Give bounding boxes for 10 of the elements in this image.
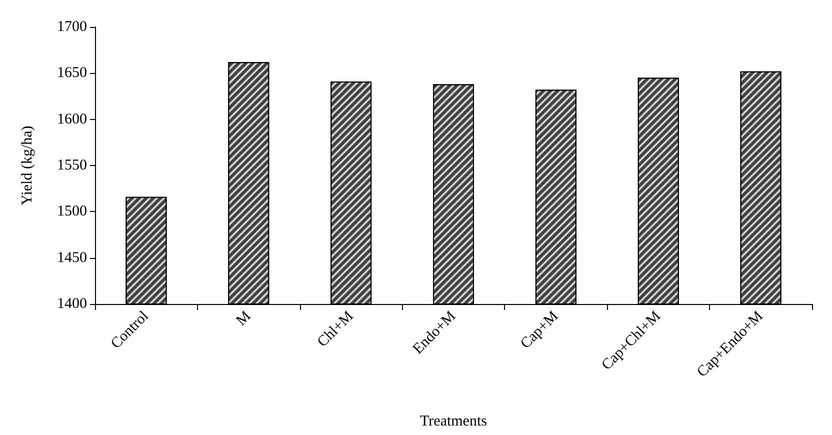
y-tick-label: 1450 — [57, 250, 87, 266]
y-tick-label: 1600 — [57, 111, 87, 128]
y-tick-label: 1700 — [57, 19, 87, 35]
y-axis-title: Yield (kg/ha) — [20, 126, 36, 206]
y-tick-label: 1500 — [57, 204, 87, 220]
y-tick-label: 1400 — [57, 296, 87, 312]
y-tick-label: 1650 — [57, 65, 87, 82]
y-tick-label: 1550 — [57, 158, 87, 174]
x-axis-title: Treatments — [420, 414, 488, 430]
x-tick-label: M — [234, 308, 254, 330]
